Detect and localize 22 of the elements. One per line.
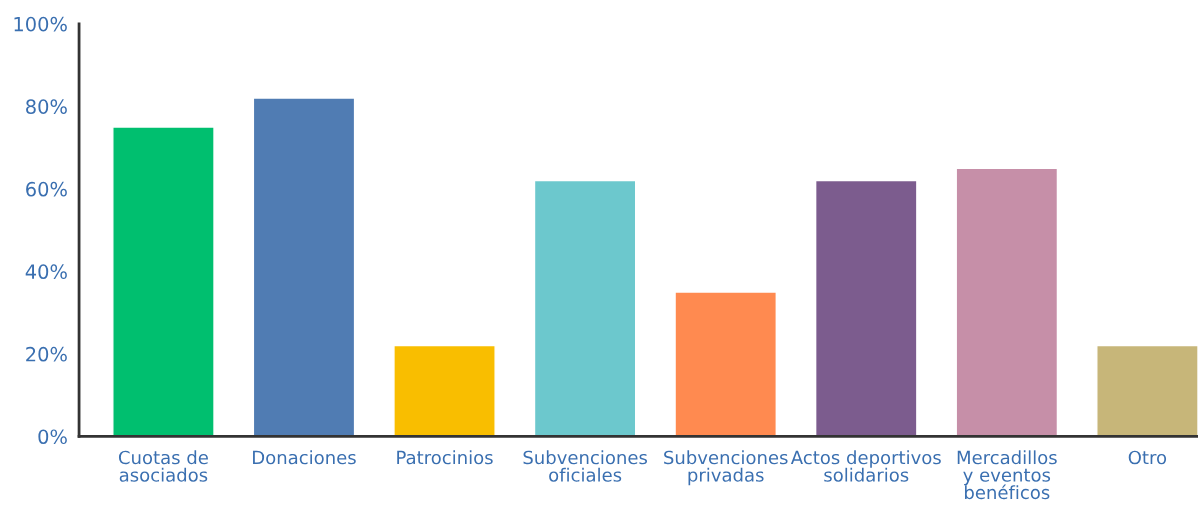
y-tick-label: 100% [14, 16, 67, 32]
bar [112, 126, 215, 437]
y-tick-label: 0% [38, 429, 67, 445]
y-tick-label: 80% [26, 99, 67, 114]
y-tick-label: 60% [26, 181, 67, 197]
x-tick-label: Mercadillos y eventos benéficos [957, 450, 1057, 500]
x-tick-label: Cuotas de asociados [118, 450, 208, 482]
x-tick-label: Donaciones [253, 450, 356, 465]
bar [814, 179, 918, 437]
bar [393, 344, 496, 437]
bar [252, 97, 356, 437]
bar [533, 179, 637, 437]
x-tick-label: Otro [1128, 450, 1167, 465]
x-tick-label: Subvenciones oficiales [523, 450, 648, 482]
bar [674, 291, 777, 437]
bar [955, 167, 1059, 437]
x-tick-label: Subvenciones privadas [664, 450, 788, 486]
y-tick-label: 20% [26, 346, 67, 362]
bar [1096, 344, 1198, 437]
x-tick-label: Actos deportivos solidarios [790, 450, 941, 482]
y-tick-label: 40% [25, 264, 67, 280]
x-tick-label: Patrocinios [397, 450, 493, 465]
